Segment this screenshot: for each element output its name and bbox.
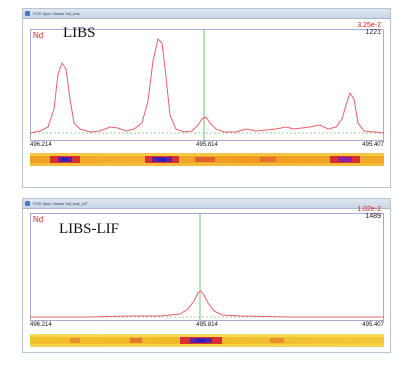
spectrum-trace [30, 38, 384, 134]
spectrum-svg [30, 213, 384, 321]
scale-value: 3.25e-2 [357, 22, 381, 29]
axis-left-tick: 496.214 [30, 322, 52, 328]
element-label: Nd [33, 215, 44, 224]
element-label: Nd [33, 31, 44, 40]
plot-frame [30, 29, 384, 141]
libs-spectrum-window: FOS Spec Viewer Nd_test Nd 3.25e-2 1221 … [22, 8, 391, 188]
app-icon [25, 11, 30, 16]
app-icon [25, 201, 30, 206]
axis-mid-tick: 495.814 [196, 142, 218, 148]
axis-right-tick: 495.407 [362, 322, 384, 328]
window-titlebar[interactable]: FOS Spec Viewer Nd_test_LIF [23, 199, 390, 209]
spectrum-svg [30, 29, 384, 141]
axis-mid-tick: 495.814 [196, 322, 218, 328]
libs-lif-spectrum-window: FOS Spec Viewer Nd_test_LIF Nd 1.02e-2 1… [22, 198, 391, 353]
count-value: 1489 [365, 213, 381, 220]
plot-frame [30, 213, 384, 321]
wavelength-axis: 496.214 495.814 495.407 [30, 322, 384, 331]
intensity-image-strip[interactable] [30, 153, 384, 166]
axis-right-tick: 495.407 [362, 142, 384, 148]
spectrum-plot[interactable]: Nd 1.02e-2 1489 [30, 206, 384, 321]
window-titlebar[interactable]: FOS Spec Viewer Nd_test [23, 9, 390, 19]
count-value: 1221 [365, 29, 381, 36]
technique-label: LIBS-LIF [59, 221, 119, 237]
window-title: FOS Spec Viewer Nd_test_LIF [33, 201, 88, 206]
spectrum-trace [30, 290, 384, 318]
window-title: FOS Spec Viewer Nd_test [33, 11, 80, 16]
axis-left-tick: 496.214 [30, 142, 52, 148]
scale-value: 1.02e-2 [357, 206, 381, 213]
intensity-image-strip[interactable] [30, 334, 384, 347]
spectrum-plot[interactable]: Nd 3.25e-2 1221 [30, 22, 384, 141]
technique-label: LIBS [63, 25, 96, 41]
wavelength-axis: 496.214 495.814 495.407 [30, 142, 384, 151]
